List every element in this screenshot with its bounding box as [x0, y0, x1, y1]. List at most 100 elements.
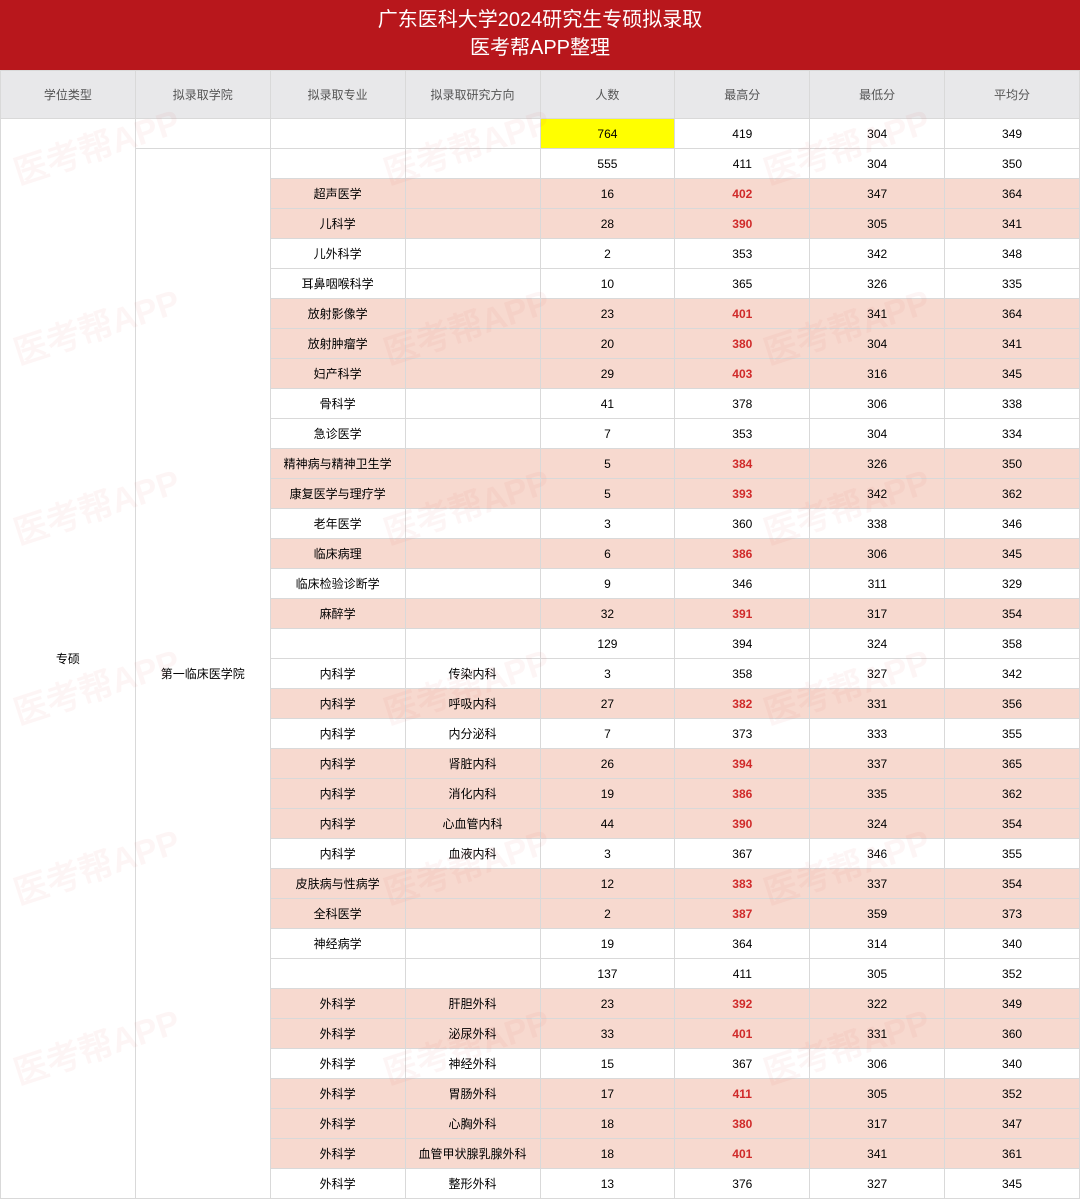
avg-cell: 342 — [945, 659, 1080, 689]
major-cell: 外科学 — [270, 1019, 405, 1049]
avg-cell: 365 — [945, 749, 1080, 779]
major-cell: 儿科学 — [270, 209, 405, 239]
min-cell: 342 — [810, 479, 945, 509]
max-cell: 393 — [675, 479, 810, 509]
max-cell: 380 — [675, 1109, 810, 1139]
direction-cell — [405, 629, 540, 659]
avg-cell: 345 — [945, 359, 1080, 389]
avg-cell: 355 — [945, 839, 1080, 869]
min-cell: 331 — [810, 689, 945, 719]
major-cell — [270, 119, 405, 149]
count-cell: 3 — [540, 509, 675, 539]
count-cell: 7 — [540, 419, 675, 449]
count-cell: 15 — [540, 1049, 675, 1079]
max-cell: 378 — [675, 389, 810, 419]
major-cell — [270, 629, 405, 659]
major-cell: 外科学 — [270, 1079, 405, 1109]
major-cell: 内科学 — [270, 779, 405, 809]
count-cell: 555 — [540, 149, 675, 179]
direction-cell — [405, 929, 540, 959]
major-cell: 内科学 — [270, 749, 405, 779]
max-cell: 383 — [675, 869, 810, 899]
min-cell: 347 — [810, 179, 945, 209]
major-cell: 妇产科学 — [270, 359, 405, 389]
table-header-cell: 拟录取专业 — [270, 71, 405, 119]
major-cell: 精神病与精神卫生学 — [270, 449, 405, 479]
major-cell: 外科学 — [270, 1139, 405, 1169]
max-cell: 411 — [675, 1079, 810, 1109]
min-cell: 306 — [810, 389, 945, 419]
min-cell: 324 — [810, 809, 945, 839]
avg-cell: 352 — [945, 1079, 1080, 1109]
count-cell: 3 — [540, 659, 675, 689]
max-cell: 367 — [675, 839, 810, 869]
major-cell: 放射影像学 — [270, 299, 405, 329]
max-cell: 353 — [675, 239, 810, 269]
avg-cell: 345 — [945, 1169, 1080, 1199]
degree-type-cell: 专硕 — [1, 119, 136, 1199]
major-cell — [270, 149, 405, 179]
max-cell: 411 — [675, 149, 810, 179]
major-cell: 外科学 — [270, 989, 405, 1019]
table-header-cell: 平均分 — [945, 71, 1080, 119]
direction-cell — [405, 239, 540, 269]
count-cell: 13 — [540, 1169, 675, 1199]
count-cell: 19 — [540, 779, 675, 809]
title-line-2: 医考帮APP整理 — [0, 34, 1080, 62]
max-cell: 364 — [675, 929, 810, 959]
direction-cell — [405, 959, 540, 989]
major-cell: 康复医学与理疗学 — [270, 479, 405, 509]
title-bar: 广东医科大学2024研究生专硕拟录取 医考帮APP整理 — [0, 0, 1080, 70]
max-cell: 387 — [675, 899, 810, 929]
min-cell: 327 — [810, 1169, 945, 1199]
count-cell: 17 — [540, 1079, 675, 1109]
direction-cell — [405, 539, 540, 569]
count-cell: 23 — [540, 989, 675, 1019]
college-cell: 第一临床医学院 — [135, 149, 270, 1199]
max-cell: 391 — [675, 599, 810, 629]
direction-cell — [405, 299, 540, 329]
count-cell: 9 — [540, 569, 675, 599]
major-cell: 耳鼻咽喉科学 — [270, 269, 405, 299]
count-cell: 5 — [540, 479, 675, 509]
min-cell: 335 — [810, 779, 945, 809]
direction-cell — [405, 149, 540, 179]
min-cell: 304 — [810, 419, 945, 449]
direction-cell — [405, 449, 540, 479]
avg-cell: 334 — [945, 419, 1080, 449]
avg-cell: 345 — [945, 539, 1080, 569]
max-cell: 390 — [675, 209, 810, 239]
table-header-cell: 最低分 — [810, 71, 945, 119]
max-cell: 367 — [675, 1049, 810, 1079]
min-cell: 337 — [810, 749, 945, 779]
direction-cell — [405, 119, 540, 149]
avg-cell: 341 — [945, 209, 1080, 239]
direction-cell — [405, 479, 540, 509]
max-cell: 419 — [675, 119, 810, 149]
min-cell: 311 — [810, 569, 945, 599]
max-cell: 360 — [675, 509, 810, 539]
avg-cell: 358 — [945, 629, 1080, 659]
avg-cell: 362 — [945, 479, 1080, 509]
avg-cell: 352 — [945, 959, 1080, 989]
avg-cell: 361 — [945, 1139, 1080, 1169]
count-cell: 764 — [540, 119, 675, 149]
min-cell: 304 — [810, 329, 945, 359]
direction-cell — [405, 569, 540, 599]
table-header-cell: 人数 — [540, 71, 675, 119]
major-cell: 内科学 — [270, 839, 405, 869]
min-cell: 306 — [810, 539, 945, 569]
major-cell: 骨科学 — [270, 389, 405, 419]
direction-cell — [405, 509, 540, 539]
max-cell: 394 — [675, 629, 810, 659]
count-cell: 20 — [540, 329, 675, 359]
direction-cell: 心血管内科 — [405, 809, 540, 839]
min-cell: 322 — [810, 989, 945, 1019]
avg-cell: 341 — [945, 329, 1080, 359]
count-cell: 26 — [540, 749, 675, 779]
college-cell — [135, 119, 270, 149]
direction-cell: 内分泌科 — [405, 719, 540, 749]
count-cell: 10 — [540, 269, 675, 299]
avg-cell: 354 — [945, 809, 1080, 839]
direction-cell: 整形外科 — [405, 1169, 540, 1199]
